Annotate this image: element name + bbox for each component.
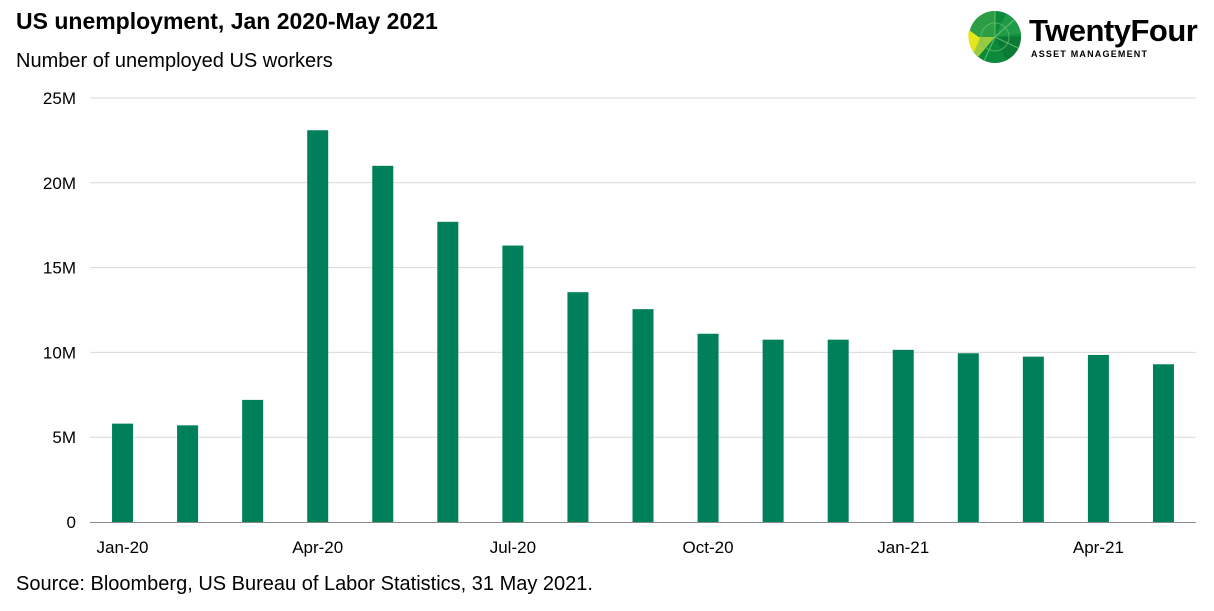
x-tick-label: Oct-20 (683, 538, 734, 557)
y-tick-label: 10M (43, 343, 76, 362)
bar-oct-20 (697, 333, 719, 522)
bar-may-20 (372, 165, 394, 522)
bar-feb-21 (957, 353, 979, 522)
x-tick-label: Jul-20 (490, 538, 536, 557)
bar-mar-21 (1022, 356, 1044, 522)
bars (112, 130, 1174, 523)
bar-feb-20 (177, 425, 199, 522)
y-tick-label: 15M (43, 259, 76, 278)
logo-tagline: ASSET MANAGEMENT (1031, 49, 1149, 59)
bar-nov-20 (762, 339, 784, 522)
x-axis-tick-labels: Jan-20 Apr-20 Jul-20 Oct-20 Jan-21 Apr-21 (97, 538, 1124, 557)
bar-mar-20 (242, 399, 264, 522)
y-axis-tick-labels: 0 5M 10M 15M 20M 25M (43, 89, 76, 532)
x-tick-label: Apr-20 (292, 538, 343, 557)
bar-jan-20 (112, 423, 134, 522)
y-tick-label: 0 (67, 513, 76, 532)
x-tick-label: Apr-21 (1073, 538, 1124, 557)
chart-subtitle: Number of unemployed US workers (16, 50, 333, 72)
bar-sep-20 (632, 309, 654, 522)
y-tick-label: 25M (43, 89, 76, 108)
company-logo: TwentyFour ASSET MANAGEMENT (966, 8, 1206, 68)
y-tick-label: 5M (52, 428, 76, 447)
source-note: Source: Bloomberg, US Bureau of Labor St… (16, 573, 593, 595)
bar-apr-20 (307, 130, 329, 522)
logo-globe-icon (968, 11, 1021, 63)
bar-jul-20 (502, 245, 524, 522)
bar-apr-21 (1087, 354, 1109, 522)
bar-dec-20 (827, 339, 849, 522)
bar-jan-21 (892, 349, 914, 522)
bar-aug-20 (567, 292, 589, 522)
y-tick-label: 20M (43, 174, 76, 193)
bar-may-21 (1152, 364, 1174, 522)
x-tick-label: Jan-21 (877, 538, 929, 557)
logo-wordmark: TwentyFour (1029, 13, 1198, 48)
chart-title: US unemployment, Jan 2020-May 2021 (16, 8, 438, 34)
bar-jun-20 (437, 221, 459, 523)
x-tick-label: Jan-20 (97, 538, 149, 557)
